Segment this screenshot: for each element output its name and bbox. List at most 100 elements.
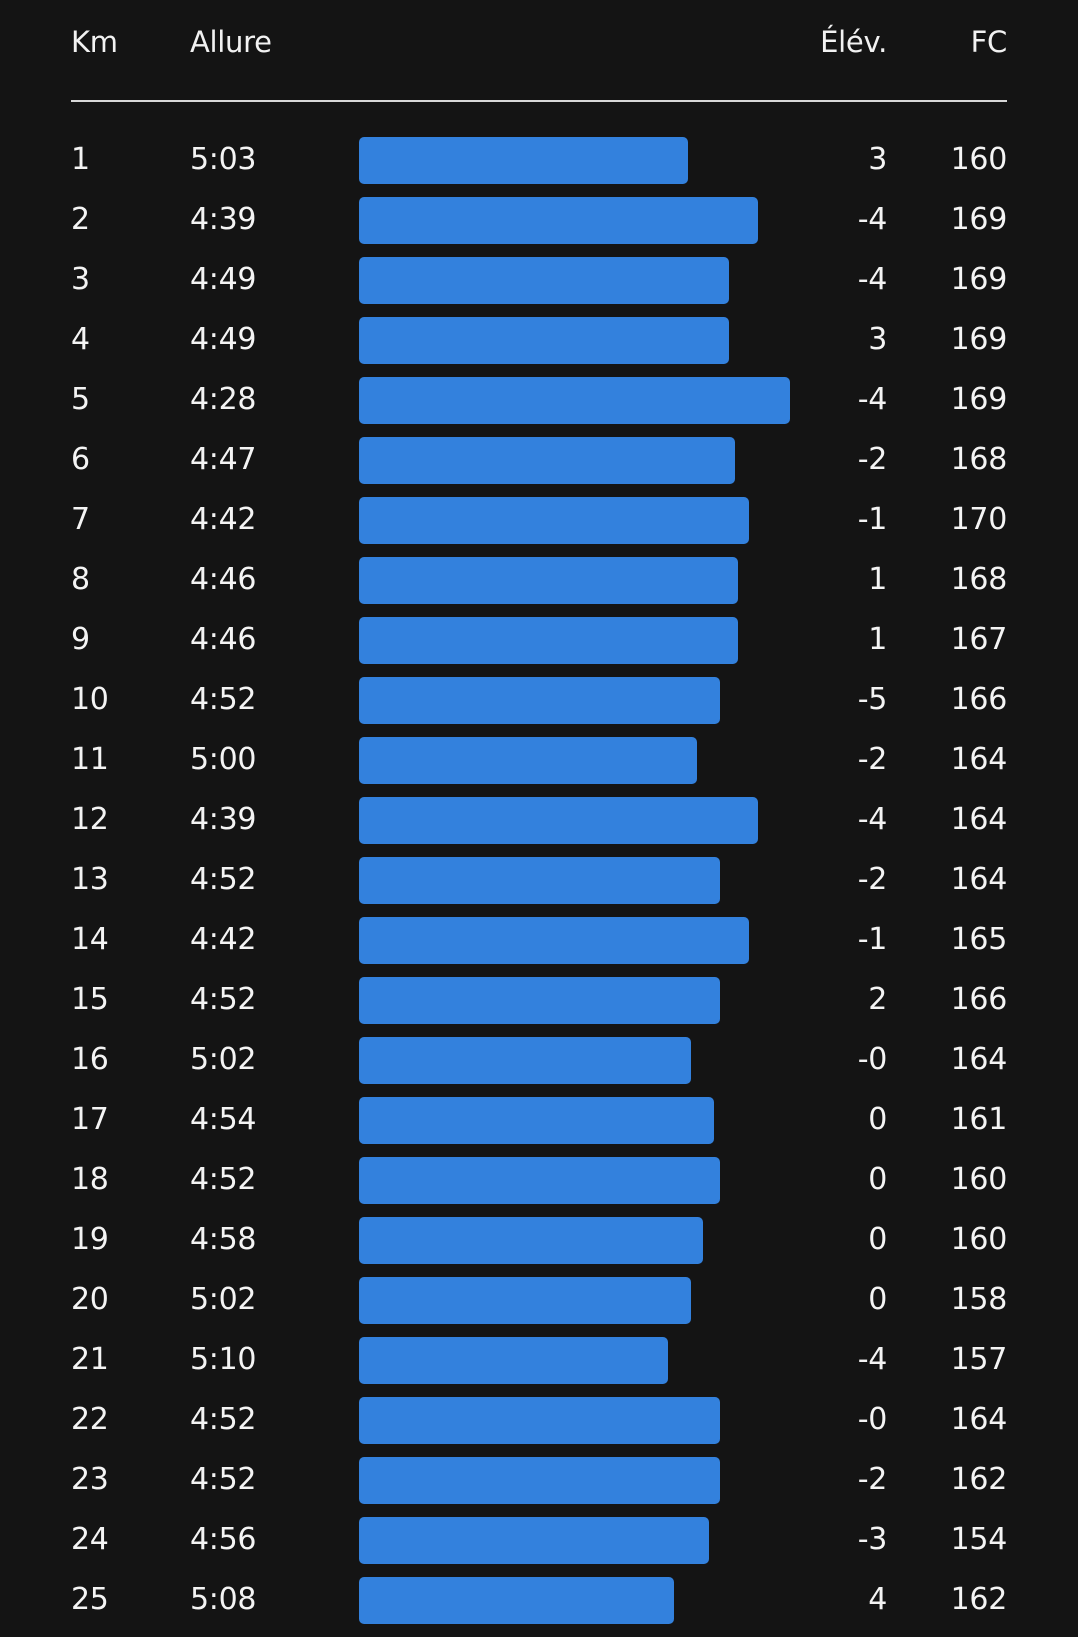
split-km: 17 — [71, 1102, 109, 1137]
split-heart-rate: 162 — [950, 1462, 1008, 1497]
split-row: 12 4:39 -4 164 — [0, 796, 1078, 856]
pace-bar — [359, 137, 688, 184]
split-row: 18 4:52 0 160 — [0, 1156, 1078, 1216]
split-heart-rate: 166 — [950, 982, 1008, 1017]
split-heart-rate: 160 — [950, 1162, 1008, 1197]
pace-bar — [359, 1577, 674, 1624]
split-km: 24 — [71, 1522, 109, 1557]
split-row: 17 4:54 0 161 — [0, 1096, 1078, 1156]
pace-bar — [359, 317, 729, 364]
pace-bar — [359, 677, 720, 724]
split-row: 11 5:00 -2 164 — [0, 736, 1078, 796]
split-pace: 4:54 — [190, 1102, 257, 1137]
split-km: 18 — [71, 1162, 109, 1197]
split-elevation: 0 — [868, 1282, 887, 1317]
pace-bar — [359, 857, 720, 904]
split-elevation: 2 — [868, 982, 887, 1017]
split-heart-rate: 166 — [950, 682, 1008, 717]
pace-bar — [359, 1397, 720, 1444]
header-divider — [71, 100, 1007, 102]
splits-rows: 1 5:03 3 160 2 4:39 -4 169 3 4:49 -4 169 4 4:49 3 169 5 4… — [0, 136, 1078, 1636]
split-pace: 4:52 — [190, 982, 257, 1017]
split-pace: 4:47 — [190, 442, 257, 477]
split-km: 2 — [71, 202, 90, 237]
split-km: 25 — [71, 1582, 109, 1617]
split-heart-rate: 154 — [950, 1522, 1008, 1557]
pace-bar — [359, 497, 749, 544]
split-row: 13 4:52 -2 164 — [0, 856, 1078, 916]
split-row: 7 4:42 -1 170 — [0, 496, 1078, 556]
split-km: 8 — [71, 562, 90, 597]
split-elevation: -3 — [857, 1522, 888, 1557]
split-heart-rate: 160 — [950, 142, 1008, 177]
split-heart-rate: 164 — [950, 742, 1008, 777]
split-elevation: 1 — [868, 622, 887, 657]
split-heart-rate: 165 — [950, 922, 1008, 957]
split-km: 15 — [71, 982, 109, 1017]
split-pace: 5:02 — [190, 1282, 257, 1317]
pace-bar — [359, 1457, 720, 1504]
split-pace: 4:42 — [190, 502, 257, 537]
split-heart-rate: 167 — [950, 622, 1008, 657]
split-row: 2 4:39 -4 169 — [0, 196, 1078, 256]
split-row: 9 4:46 1 167 — [0, 616, 1078, 676]
split-pace: 4:28 — [190, 382, 257, 417]
split-row: 15 4:52 2 166 — [0, 976, 1078, 1036]
split-km: 4 — [71, 322, 90, 357]
split-row: 16 5:02 -0 164 — [0, 1036, 1078, 1096]
split-pace: 5:00 — [190, 742, 257, 777]
split-pace: 4:39 — [190, 202, 257, 237]
split-elevation: -4 — [857, 382, 888, 417]
column-header-pace: Allure — [190, 25, 272, 59]
split-heart-rate: 164 — [950, 1402, 1008, 1437]
split-heart-rate: 164 — [950, 802, 1008, 837]
split-row: 3 4:49 -4 169 — [0, 256, 1078, 316]
split-elevation: 0 — [868, 1162, 887, 1197]
split-heart-rate: 169 — [950, 262, 1008, 297]
split-row: 10 4:52 -5 166 — [0, 676, 1078, 736]
pace-bar — [359, 1157, 720, 1204]
split-elevation: 0 — [868, 1222, 887, 1257]
column-header-elevation: Élév. — [820, 25, 887, 59]
split-km: 11 — [71, 742, 109, 777]
split-km: 20 — [71, 1282, 109, 1317]
split-km: 13 — [71, 862, 109, 897]
split-km: 3 — [71, 262, 90, 297]
split-row: 6 4:47 -2 168 — [0, 436, 1078, 496]
split-heart-rate: 169 — [950, 202, 1008, 237]
pace-bar — [359, 557, 738, 604]
split-pace: 4:52 — [190, 862, 257, 897]
pace-bar — [359, 1277, 691, 1324]
split-km: 9 — [71, 622, 90, 657]
split-row: 14 4:42 -1 165 — [0, 916, 1078, 976]
split-elevation: 4 — [868, 1582, 887, 1617]
split-elevation: -1 — [857, 502, 888, 537]
split-elevation: -0 — [857, 1042, 888, 1077]
pace-bar — [359, 1097, 714, 1144]
split-elevation: -4 — [857, 262, 888, 297]
split-elevation: 0 — [868, 1102, 887, 1137]
split-heart-rate: 161 — [950, 1102, 1008, 1137]
split-elevation: -4 — [857, 202, 888, 237]
split-elevation: -2 — [857, 862, 888, 897]
split-km: 6 — [71, 442, 90, 477]
split-elevation: -4 — [857, 802, 888, 837]
pace-bar — [359, 797, 758, 844]
split-pace: 5:08 — [190, 1582, 257, 1617]
split-elevation: -2 — [857, 442, 888, 477]
split-heart-rate: 162 — [950, 1582, 1008, 1617]
split-km: 22 — [71, 1402, 109, 1437]
split-pace: 4:42 — [190, 922, 257, 957]
split-heart-rate: 169 — [950, 382, 1008, 417]
split-row: 22 4:52 -0 164 — [0, 1396, 1078, 1456]
split-elevation: -5 — [857, 682, 888, 717]
split-km: 23 — [71, 1462, 109, 1497]
split-pace: 4:49 — [190, 322, 257, 357]
split-heart-rate: 168 — [950, 562, 1008, 597]
split-pace: 5:03 — [190, 142, 257, 177]
split-heart-rate: 157 — [950, 1342, 1008, 1377]
split-km: 21 — [71, 1342, 109, 1377]
split-pace: 4:52 — [190, 1462, 257, 1497]
split-km: 1 — [71, 142, 90, 177]
split-row: 1 5:03 3 160 — [0, 136, 1078, 196]
